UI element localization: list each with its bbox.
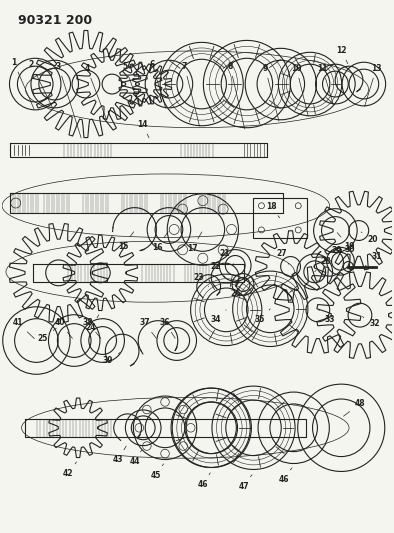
Text: 6: 6 (150, 60, 166, 108)
Text: 10: 10 (291, 63, 308, 116)
Text: 32: 32 (362, 317, 380, 328)
Text: 47: 47 (238, 475, 252, 491)
Text: 30: 30 (342, 245, 355, 259)
Text: 38: 38 (82, 318, 101, 338)
Text: 36: 36 (160, 318, 175, 338)
Text: 90321 200: 90321 200 (18, 14, 92, 27)
Text: 14: 14 (137, 120, 149, 138)
Polygon shape (10, 193, 283, 213)
Polygon shape (33, 264, 244, 282)
Text: 40: 40 (54, 318, 72, 338)
Text: 17: 17 (187, 232, 202, 253)
Text: 9: 9 (262, 63, 279, 121)
Text: 37: 37 (139, 318, 156, 338)
Text: 44: 44 (129, 450, 142, 466)
Text: 31: 31 (364, 253, 381, 266)
Text: 2: 2 (29, 60, 52, 107)
Text: 7: 7 (182, 62, 199, 126)
Text: 25: 25 (38, 328, 56, 343)
Polygon shape (26, 419, 306, 437)
Text: 21: 21 (220, 249, 233, 263)
Text: 33: 33 (319, 310, 335, 324)
Text: 26: 26 (230, 285, 243, 298)
Text: 35: 35 (255, 309, 270, 324)
Text: 8: 8 (227, 62, 245, 129)
Text: 41: 41 (13, 318, 34, 338)
Text: 5: 5 (122, 62, 139, 106)
Text: 24: 24 (86, 315, 99, 332)
Text: 15: 15 (118, 232, 134, 251)
Text: 45: 45 (151, 464, 164, 480)
Text: 27: 27 (276, 249, 289, 264)
Text: 11: 11 (317, 63, 333, 105)
Text: 46: 46 (278, 468, 292, 484)
Text: 42: 42 (63, 462, 76, 478)
Text: 4: 4 (84, 63, 106, 119)
Text: 46: 46 (198, 473, 210, 489)
Text: 48: 48 (344, 399, 365, 416)
Text: 16: 16 (152, 232, 168, 252)
Text: 20: 20 (361, 232, 378, 244)
Text: 1: 1 (11, 58, 34, 109)
Text: 3: 3 (56, 62, 81, 138)
Text: 28: 28 (315, 257, 331, 272)
Text: 19: 19 (337, 232, 354, 251)
Text: 43: 43 (113, 446, 126, 464)
Polygon shape (10, 143, 267, 157)
Text: 13: 13 (365, 63, 381, 106)
Text: 29: 29 (329, 246, 342, 262)
Text: 12: 12 (336, 46, 348, 64)
Text: 22: 22 (210, 262, 225, 277)
Text: 18: 18 (266, 201, 280, 218)
Text: 39: 39 (103, 353, 120, 365)
Text: 34: 34 (210, 310, 226, 324)
Text: 23: 23 (194, 272, 209, 287)
